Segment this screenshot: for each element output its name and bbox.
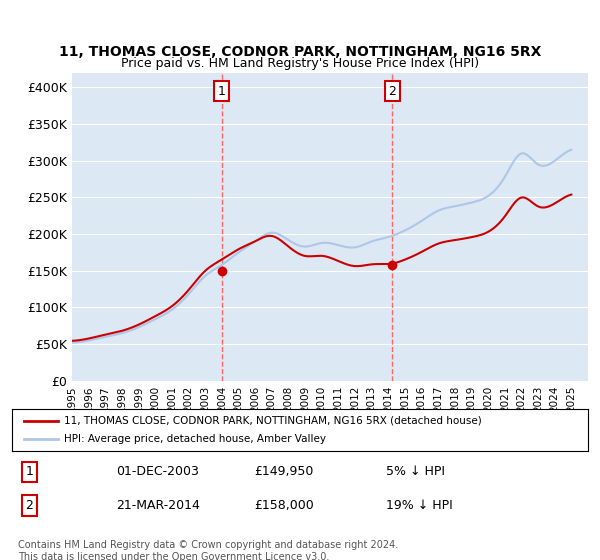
Text: Price paid vs. HM Land Registry's House Price Index (HPI): Price paid vs. HM Land Registry's House … [121, 57, 479, 70]
Text: 2: 2 [388, 85, 397, 97]
Text: 1: 1 [218, 85, 226, 97]
Text: 1: 1 [25, 465, 33, 478]
Text: 11, THOMAS CLOSE, CODNOR PARK, NOTTINGHAM, NG16 5RX: 11, THOMAS CLOSE, CODNOR PARK, NOTTINGHA… [59, 45, 541, 59]
Text: 21-MAR-2014: 21-MAR-2014 [116, 499, 200, 512]
Text: 5% ↓ HPI: 5% ↓ HPI [386, 465, 445, 478]
Text: 19% ↓ HPI: 19% ↓ HPI [386, 499, 453, 512]
Text: HPI: Average price, detached house, Amber Valley: HPI: Average price, detached house, Ambe… [64, 434, 326, 444]
Text: £158,000: £158,000 [254, 499, 314, 512]
Text: 2: 2 [25, 499, 33, 512]
Text: £149,950: £149,950 [254, 465, 313, 478]
Text: 01-DEC-2003: 01-DEC-2003 [116, 465, 199, 478]
Text: Contains HM Land Registry data © Crown copyright and database right 2024.
This d: Contains HM Land Registry data © Crown c… [18, 540, 398, 560]
Text: 11, THOMAS CLOSE, CODNOR PARK, NOTTINGHAM, NG16 5RX (detached house): 11, THOMAS CLOSE, CODNOR PARK, NOTTINGHA… [64, 416, 482, 426]
